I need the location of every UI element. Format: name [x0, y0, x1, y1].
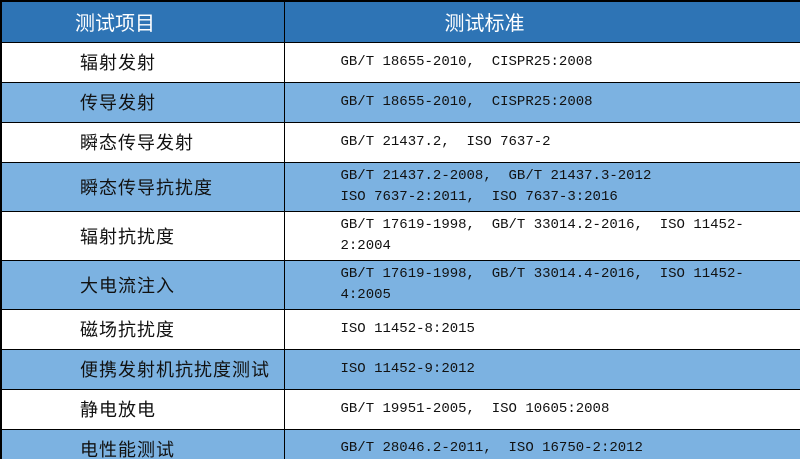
test-item-cell: 传导发射	[0, 81, 285, 123]
header-test-standard: 测试标准	[283, 0, 800, 43]
test-item-cell: 瞬态传导发射	[0, 121, 285, 163]
test-standard-cell: GB/T 28046.2-2011, ISO 16750-2:2012	[283, 428, 800, 459]
header-row: 测试项目 测试标准	[0, 0, 800, 43]
test-standard-cell: GB/T 18655-2010, CISPR25:2008	[283, 81, 800, 123]
table-row: 大电流注入 GB/T 17619-1998, GB/T 33014.4-2016…	[0, 259, 800, 310]
table-row: 辐射发射 GB/T 18655-2010, CISPR25:2008	[0, 41, 800, 83]
test-item-cell: 电性能测试	[0, 428, 285, 459]
table-row: 磁场抗扰度 ISO 11452-8:2015	[0, 308, 800, 350]
test-standard-cell: GB/T 21437.2-2008, GB/T 21437.3-2012 ISO…	[283, 161, 800, 212]
header-test-item: 测试项目	[0, 0, 285, 43]
table-row: 静电放电 GB/T 19951-2005, ISO 10605:2008	[0, 388, 800, 430]
test-standard-cell: GB/T 17619-1998, GB/T 33014.4-2016, ISO …	[283, 259, 800, 310]
test-standard-cell: GB/T 17619-1998, GB/T 33014.2-2016, ISO …	[283, 210, 800, 261]
table-row: 瞬态传导抗扰度 GB/T 21437.2-2008, GB/T 21437.3-…	[0, 161, 800, 212]
test-item-cell: 磁场抗扰度	[0, 308, 285, 350]
test-item-cell: 瞬态传导抗扰度	[0, 161, 285, 212]
test-item-cell: 辐射抗扰度	[0, 210, 285, 261]
test-item-cell: 辐射发射	[0, 41, 285, 83]
test-standard-cell: ISO 11452-8:2015	[283, 308, 800, 350]
table-row: 电性能测试 GB/T 28046.2-2011, ISO 16750-2:201…	[0, 428, 800, 459]
test-item-cell: 大电流注入	[0, 259, 285, 310]
test-standard-cell: GB/T 21437.2, ISO 7637-2	[283, 121, 800, 163]
table-row: 辐射抗扰度 GB/T 17619-1998, GB/T 33014.2-2016…	[0, 210, 800, 261]
test-item-cell: 静电放电	[0, 388, 285, 430]
table-row: 传导发射 GB/T 18655-2010, CISPR25:2008	[0, 81, 800, 123]
test-standard-cell: ISO 11452-9:2012	[283, 348, 800, 390]
test-standard-cell: GB/T 18655-2010, CISPR25:2008	[283, 41, 800, 83]
table-row: 瞬态传导发射 GB/T 21437.2, ISO 7637-2	[0, 121, 800, 163]
test-standard-cell: GB/T 19951-2005, ISO 10605:2008	[283, 388, 800, 430]
table-row: 便携发射机抗扰度测试 ISO 11452-9:2012	[0, 348, 800, 390]
test-item-cell: 便携发射机抗扰度测试	[0, 348, 285, 390]
